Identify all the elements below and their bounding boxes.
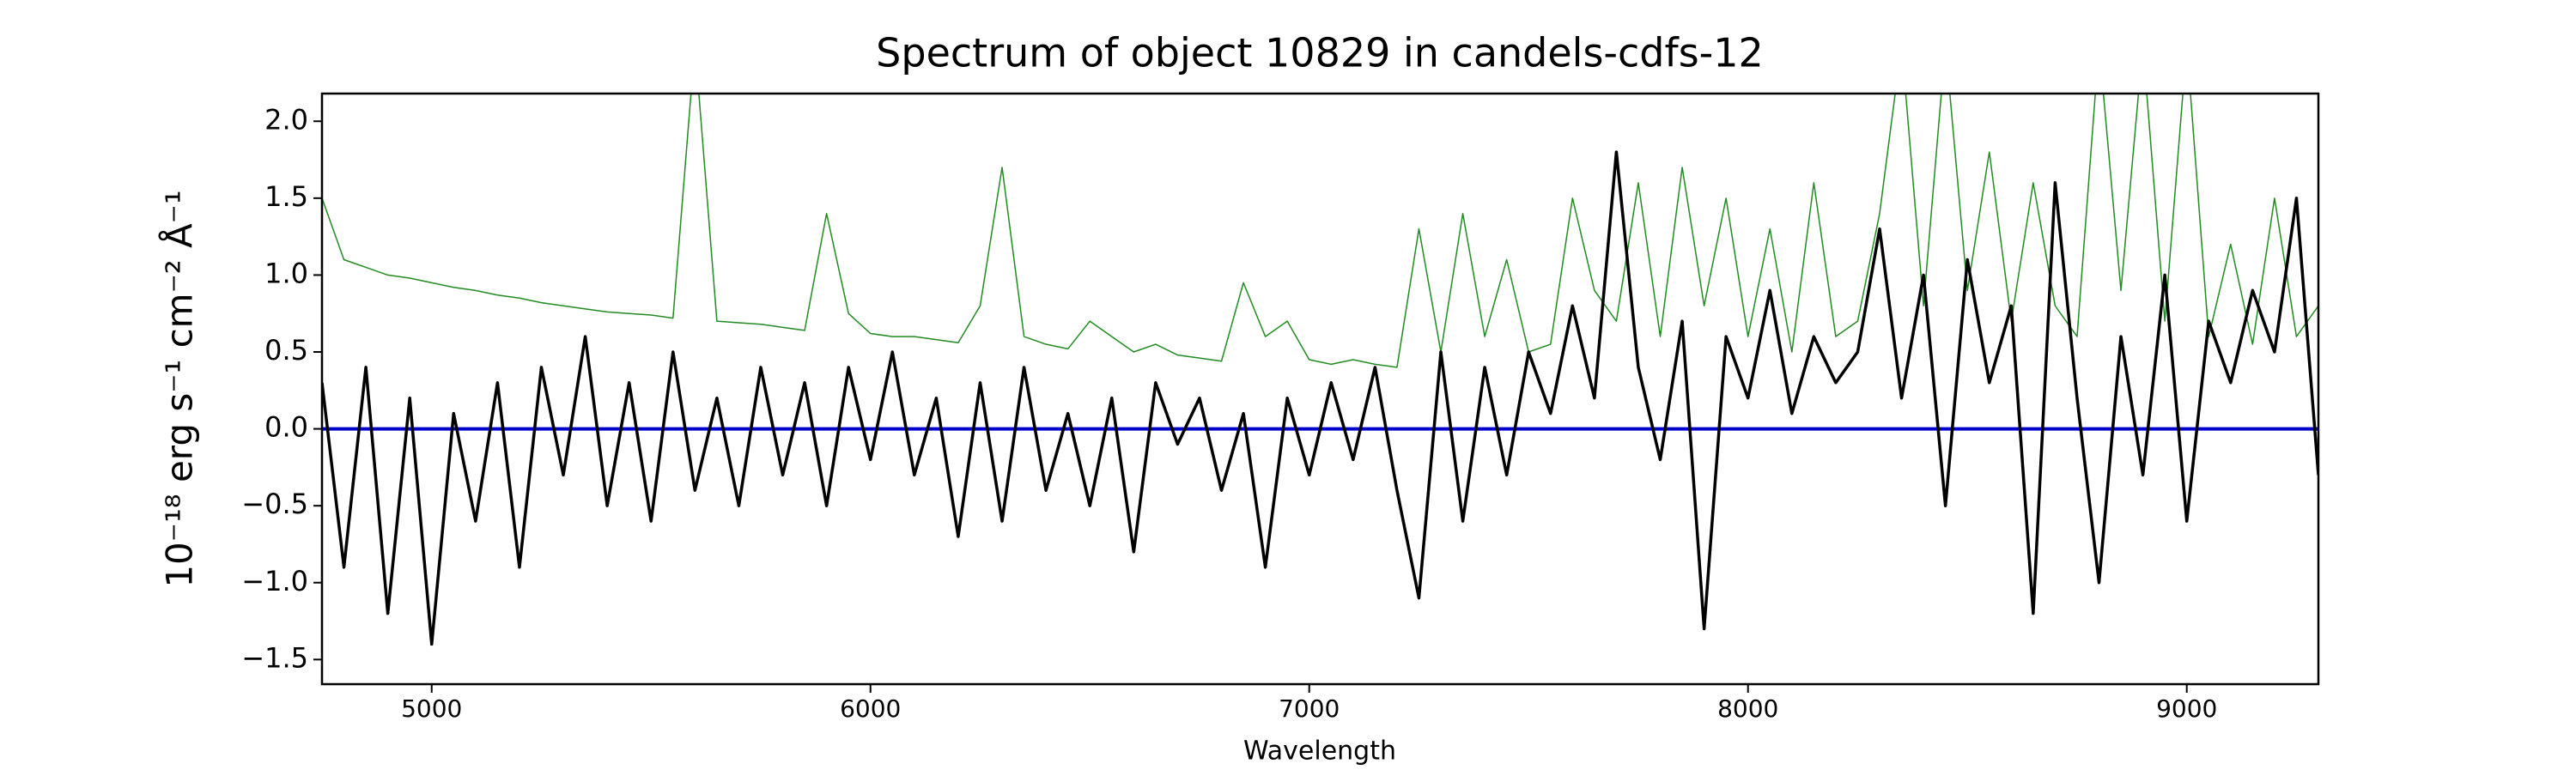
y-tick-label: −1.5: [241, 641, 308, 674]
x-tick-label: 9000: [2156, 694, 2217, 723]
x-tick-label: 6000: [840, 694, 901, 723]
x-tick-label: 5000: [401, 694, 462, 723]
x-axis-label: Wavelength: [1243, 737, 1396, 767]
y-tick-label: 0.0: [264, 411, 308, 444]
spectrum-line: [322, 150, 2318, 646]
x-tick-label: 7000: [1279, 694, 1340, 723]
plot-area: [322, 94, 2318, 646]
plot-frame: [320, 92, 2320, 686]
y-tick-label: 1.5: [264, 180, 308, 213]
y-tick-label: 2.0: [264, 103, 308, 136]
x-tick-label: 8000: [1717, 694, 1778, 723]
y-tick-label: −1.0: [241, 565, 308, 597]
chart-title: Spectrum of object 10829 in candels-cdfs…: [876, 30, 1764, 76]
y-tick-label: −0.5: [241, 488, 308, 520]
spectrum-line: [322, 94, 2318, 368]
y-tick-label: 1.0: [264, 257, 308, 289]
y-axis-label: 10⁻¹⁸ erg s⁻¹ cm⁻² Å⁻¹: [158, 190, 201, 587]
y-tick-label: 0.5: [264, 334, 308, 367]
